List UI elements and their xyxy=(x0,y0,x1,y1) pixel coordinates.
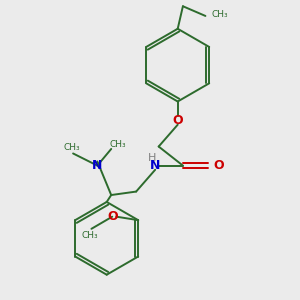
Text: O: O xyxy=(107,210,118,223)
Text: CH₃: CH₃ xyxy=(63,143,80,152)
Text: N: N xyxy=(150,159,160,172)
Text: H: H xyxy=(148,153,157,163)
Text: N: N xyxy=(92,159,103,172)
Text: CH₃: CH₃ xyxy=(212,10,228,19)
Text: CH₃: CH₃ xyxy=(81,231,98,240)
Text: O: O xyxy=(172,114,183,127)
Text: CH₃: CH₃ xyxy=(109,140,126,149)
Text: O: O xyxy=(213,159,224,172)
